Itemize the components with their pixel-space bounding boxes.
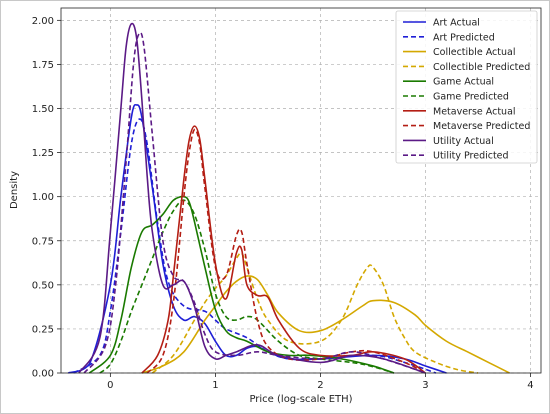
y-axis-label: Density xyxy=(9,171,20,209)
legend-label-art-actual: Art Actual xyxy=(433,18,480,29)
x-tick-label: 4 xyxy=(527,380,533,391)
legend-label-collectible-predicted: Collectible Predicted xyxy=(433,62,530,73)
series-line-metaverse-predicted xyxy=(146,128,426,374)
series-lines xyxy=(68,22,510,374)
y-tick-label: 1.25 xyxy=(32,148,54,159)
x-tick-label: 3 xyxy=(422,380,428,391)
legend-label-metaverse-actual: Metaverse Actual xyxy=(433,106,516,117)
plot-border xyxy=(60,7,542,374)
y-tick-label: 0.50 xyxy=(32,280,54,291)
legend-box xyxy=(395,10,538,164)
x-tick-label: 2 xyxy=(317,380,323,391)
y-tick-label: 1.75 xyxy=(32,60,54,71)
x-tick-label: 1 xyxy=(212,380,218,391)
legend-label-utility-actual: Utility Actual xyxy=(433,136,494,147)
series-line-game-predicted xyxy=(99,199,395,374)
x-axis-label: Price (log-scale ETH) xyxy=(249,394,352,405)
legend-label-metaverse-predicted: Metaverse Predicted xyxy=(433,121,530,132)
series-line-utility-predicted xyxy=(83,31,426,374)
legend-label-collectible-actual: Collectible Actual xyxy=(433,47,515,58)
series-line-collectible-actual xyxy=(141,275,510,374)
legend-label-art-predicted: Art Predicted xyxy=(433,32,495,43)
series-line-metaverse-actual xyxy=(141,125,426,374)
legend-label-game-actual: Game Actual xyxy=(433,77,494,88)
y-tick-label: 0.25 xyxy=(32,324,54,335)
legend-label-utility-predicted: Utility Predicted xyxy=(433,151,509,162)
legend-label-game-predicted: Game Predicted xyxy=(433,92,509,103)
grid xyxy=(61,8,541,374)
y-axis-ticks: 0.00 0.25 0.50 0.75 1.00 1.25 1.50 1.75 2.00 xyxy=(32,16,61,380)
x-axis-ticks: 0 1 2 3 4 xyxy=(107,373,534,391)
legend: Art Actual Art Predicted Collectible Actua… xyxy=(395,10,538,164)
y-tick-label: 0.75 xyxy=(32,236,54,247)
y-tick-label: 2.00 xyxy=(32,16,54,27)
y-tick-label: 1.50 xyxy=(32,104,54,115)
y-tick-label: 1.00 xyxy=(32,192,54,203)
x-tick-label: 0 xyxy=(107,380,113,391)
y-tick-label: 0.00 xyxy=(32,369,54,380)
